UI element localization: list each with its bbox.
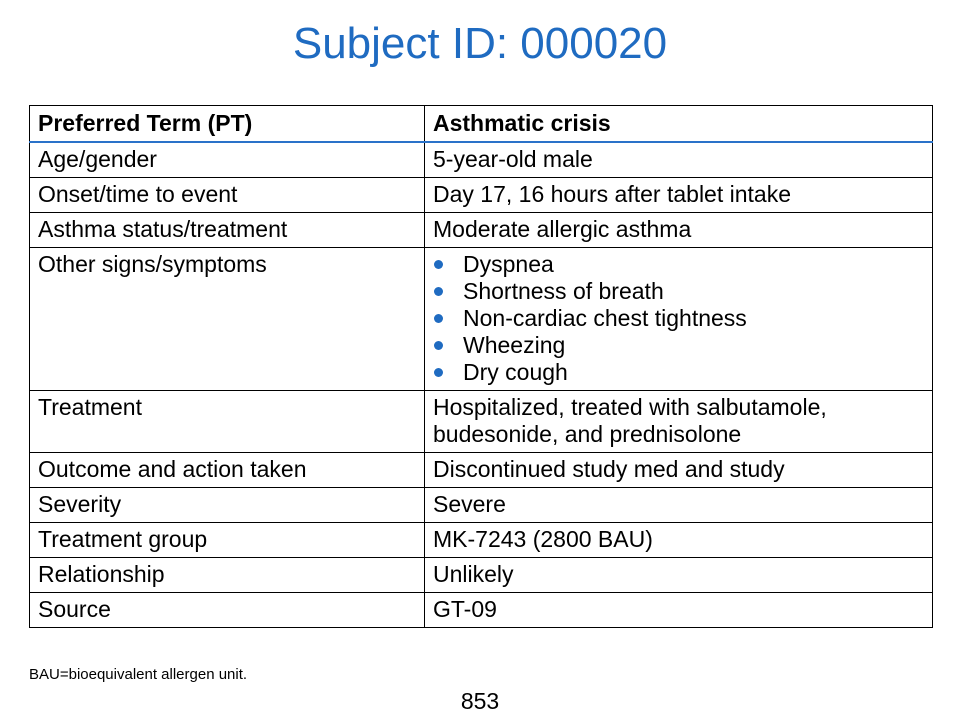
list-item-text: Non-cardiac chest tightness (463, 305, 747, 331)
bullet-icon (434, 341, 443, 350)
list-item: Wheezing (433, 332, 924, 359)
row-label: Onset/time to event (29, 177, 425, 213)
row-value: GT-09 (424, 592, 933, 628)
row-value: Hospitalized, treated with salbutamole, b… (424, 390, 933, 453)
row-label: Age/gender (29, 141, 425, 178)
row-value: Dyspnea Shortness of breath Non-cardiac … (424, 247, 933, 391)
row-value-line: budesonide, and prednisolone (433, 421, 742, 447)
row-value: Discontinued study med and study (424, 452, 933, 488)
table-row: Treatment group MK-7243 (2800 BAU) (29, 522, 933, 558)
list-item-text: Wheezing (463, 332, 566, 358)
row-value: Severe (424, 487, 933, 523)
footnote: BAU=bioequivalent allergen unit. (29, 666, 248, 683)
table-row: Asthma status/treatment Moderate allergi… (29, 212, 933, 248)
row-value: 5-year-old male (424, 141, 933, 178)
row-label: Treatment group (29, 522, 425, 558)
page-number: 853 (460, 688, 500, 714)
row-label: Other signs/symptoms (29, 247, 425, 391)
page-title: Subject ID: 000020 (292, 19, 668, 68)
header-value-cell: Asthmatic crisis (424, 105, 933, 143)
row-label: Source (29, 592, 425, 628)
list-item-text: Shortness of breath (463, 278, 664, 304)
table-row: Age/gender 5-year-old male (29, 141, 933, 178)
row-value-line: Hospitalized, treated with salbutamole, (433, 394, 827, 420)
list-item-text: Dyspnea (463, 251, 554, 277)
table-row: Severity Severe (29, 487, 933, 523)
list-item: Dry cough (433, 359, 924, 386)
symptom-list: Dyspnea Shortness of breath Non-cardiac … (433, 251, 924, 386)
row-label: Severity (29, 487, 425, 523)
bullet-icon (434, 314, 443, 323)
row-value: Unlikely (424, 557, 933, 593)
bullet-icon (434, 287, 443, 296)
list-item: Shortness of breath (433, 278, 924, 305)
bullet-icon (434, 368, 443, 377)
row-value: MK-7243 (2800 BAU) (424, 522, 933, 558)
table-row: Outcome and action taken Discontinued st… (29, 452, 933, 488)
row-label: Treatment (29, 390, 425, 453)
list-item: Dyspnea (433, 251, 924, 278)
table-row: Source GT-09 (29, 592, 933, 628)
row-label: Relationship (29, 557, 425, 593)
row-value: Day 17, 16 hours after tablet intake (424, 177, 933, 213)
row-value: Moderate allergic asthma (424, 212, 933, 248)
table-row: Onset/time to event Day 17, 16 hours aft… (29, 177, 933, 213)
adverse-event-table: Preferred Term (PT) Asthmatic crisis Age… (29, 105, 933, 628)
list-item-text: Dry cough (463, 359, 568, 385)
header-label-cell: Preferred Term (PT) (29, 105, 425, 143)
bullet-icon (434, 260, 443, 269)
table-header-row: Preferred Term (PT) Asthmatic crisis (29, 105, 933, 143)
list-item: Non-cardiac chest tightness (433, 305, 924, 332)
table-row: Other signs/symptoms Dyspnea Shortness o… (29, 247, 933, 391)
table-row: Relationship Unlikely (29, 557, 933, 593)
row-label: Asthma status/treatment (29, 212, 425, 248)
table-row: Treatment Hospitalized, treated with sal… (29, 390, 933, 453)
row-label: Outcome and action taken (29, 452, 425, 488)
